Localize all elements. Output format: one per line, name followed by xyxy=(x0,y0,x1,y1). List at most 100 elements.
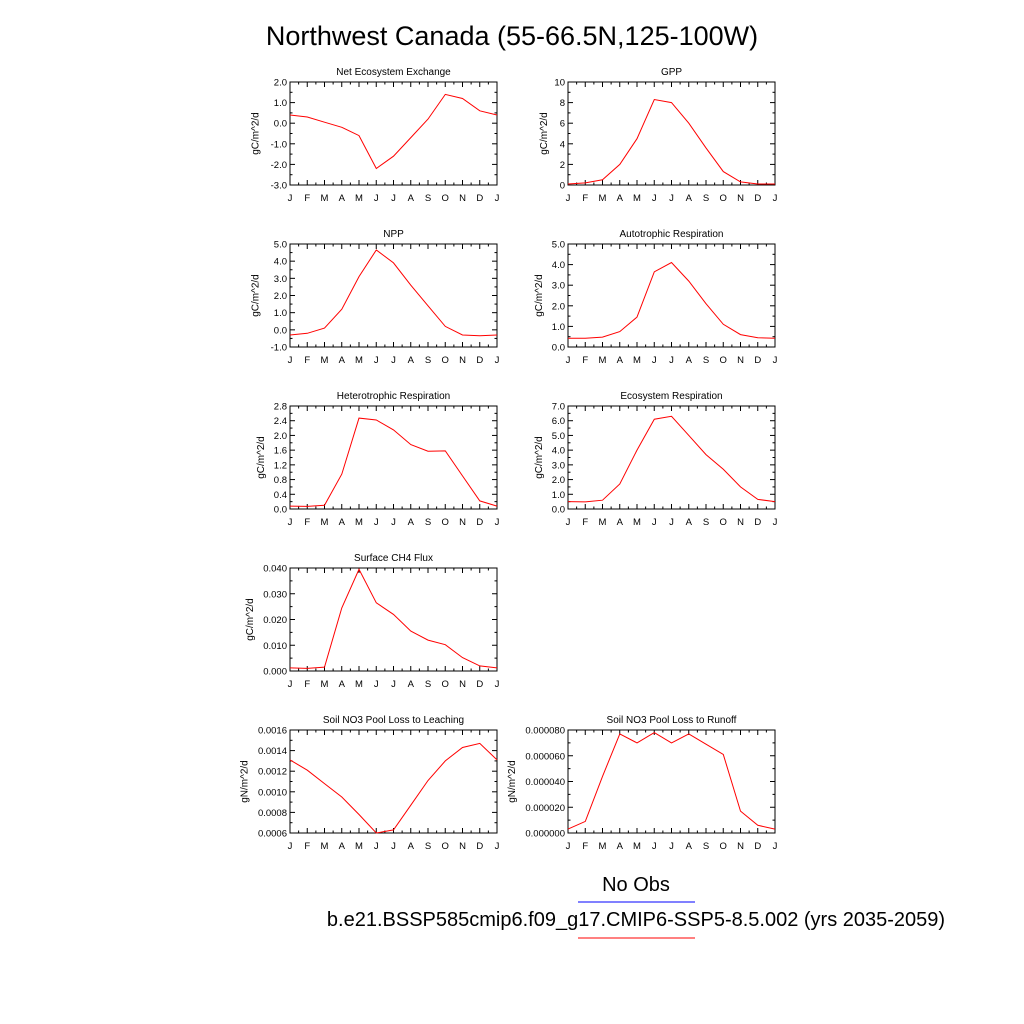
y-tick-label: 3.0 xyxy=(274,274,287,285)
x-tick-label: J xyxy=(566,193,571,204)
y-tick-label: 2.0 xyxy=(274,291,287,302)
x-tick-label: M xyxy=(321,679,329,690)
panel-title: Heterotrophic Respiration xyxy=(337,391,450,402)
x-tick-label: A xyxy=(617,355,624,366)
y-axis-label: gC/m^2/d xyxy=(245,598,256,641)
x-tick-label: J xyxy=(566,355,571,366)
x-tick-label: N xyxy=(459,841,466,852)
panel-title: Surface CH4 Flux xyxy=(354,553,433,564)
y-tick-label: 0.000080 xyxy=(525,726,565,737)
x-tick-label: D xyxy=(476,517,483,528)
x-tick-label: M xyxy=(355,841,363,852)
y-tick-label: 0 xyxy=(560,181,565,192)
x-tick-label: A xyxy=(408,355,415,366)
x-tick-label: M xyxy=(355,355,363,366)
x-tick-label: A xyxy=(408,679,415,690)
y-tick-label: 3.0 xyxy=(552,460,565,471)
y-tick-label: 1.0 xyxy=(552,490,565,501)
y-tick-label: 6 xyxy=(560,119,565,130)
x-tick-label: J xyxy=(566,841,571,852)
y-axis-label: gC/m^2/d xyxy=(256,436,267,479)
series-line xyxy=(289,249,498,337)
x-tick-label: A xyxy=(617,517,624,528)
x-tick-label: O xyxy=(720,355,727,366)
y-tick-label: -1.0 xyxy=(271,139,287,150)
y-tick-label: 1.0 xyxy=(274,98,287,109)
x-tick-label: J xyxy=(288,193,293,204)
x-tick-label: J xyxy=(652,193,657,204)
x-tick-label: J xyxy=(652,517,657,528)
x-tick-label: J xyxy=(669,841,674,852)
y-tick-label: 0.0014 xyxy=(258,746,287,757)
x-tick-label: A xyxy=(617,193,624,204)
y-axis-label: gC/m^2/d xyxy=(539,112,550,155)
x-tick-label: N xyxy=(737,193,744,204)
x-tick-label: J xyxy=(391,193,396,204)
panel-title: Soil NO3 Pool Loss to Leaching xyxy=(323,715,464,726)
y-tick-label: 2 xyxy=(560,160,565,171)
x-tick-label: J xyxy=(652,841,657,852)
y-tick-label: 0.040 xyxy=(263,564,287,575)
x-tick-label: M xyxy=(599,841,607,852)
y-axis-label: gC/m^2/d xyxy=(250,112,261,155)
x-tick-label: N xyxy=(459,679,466,690)
x-tick-label: N xyxy=(737,841,744,852)
y-tick-label: 0.030 xyxy=(263,589,287,600)
x-tick-label: J xyxy=(773,841,778,852)
y-tick-label: 0.4 xyxy=(274,490,287,501)
x-tick-label: J xyxy=(391,679,396,690)
x-tick-label: M xyxy=(599,193,607,204)
series-line xyxy=(568,261,776,339)
series-line xyxy=(567,415,776,503)
x-tick-label: J xyxy=(374,193,379,204)
panel-title: Ecosystem Respiration xyxy=(620,391,722,402)
x-tick-label: F xyxy=(304,355,310,366)
y-tick-label: 10 xyxy=(554,78,565,89)
x-tick-label: M xyxy=(321,841,329,852)
x-tick-label: A xyxy=(408,841,415,852)
x-tick-label: M xyxy=(321,517,329,528)
x-tick-label: O xyxy=(442,193,449,204)
x-tick-label: J xyxy=(652,355,657,366)
plot-frame xyxy=(567,405,776,510)
x-tick-label: O xyxy=(720,841,727,852)
x-tick-label: M xyxy=(355,679,363,690)
y-tick-label: 5.0 xyxy=(552,431,565,442)
x-tick-label: F xyxy=(582,355,588,366)
panel-title: NPP xyxy=(383,229,404,240)
x-tick-label: J xyxy=(669,517,674,528)
x-tick-label: J xyxy=(391,841,396,852)
x-tick-label: D xyxy=(476,841,483,852)
x-tick-label: S xyxy=(425,517,431,528)
x-tick-label: J xyxy=(495,193,500,204)
plot-frame xyxy=(289,243,498,348)
x-tick-label: S xyxy=(425,355,431,366)
y-tick-label: 8 xyxy=(560,98,565,109)
y-tick-label: 2.0 xyxy=(274,78,287,89)
y-tick-label: 0.020 xyxy=(263,615,287,626)
y-tick-label: 5.0 xyxy=(274,240,287,251)
y-tick-label: 0.000000 xyxy=(525,829,565,840)
x-tick-label: A xyxy=(686,517,693,528)
x-tick-label: A xyxy=(339,841,346,852)
y-tick-label: -2.0 xyxy=(271,160,287,171)
x-tick-label: F xyxy=(304,193,310,204)
series-line xyxy=(289,417,498,507)
x-tick-label: M xyxy=(633,841,641,852)
plot-frame xyxy=(567,243,776,348)
y-tick-label: 1.0 xyxy=(274,308,287,319)
x-tick-label: M xyxy=(633,193,641,204)
x-tick-label: A xyxy=(408,517,415,528)
legend-entry-obs-label: No Obs xyxy=(602,874,670,896)
y-tick-label: 0.000060 xyxy=(525,751,565,762)
x-tick-label: S xyxy=(703,517,709,528)
x-tick-label: M xyxy=(321,193,329,204)
x-tick-label: J xyxy=(374,679,379,690)
